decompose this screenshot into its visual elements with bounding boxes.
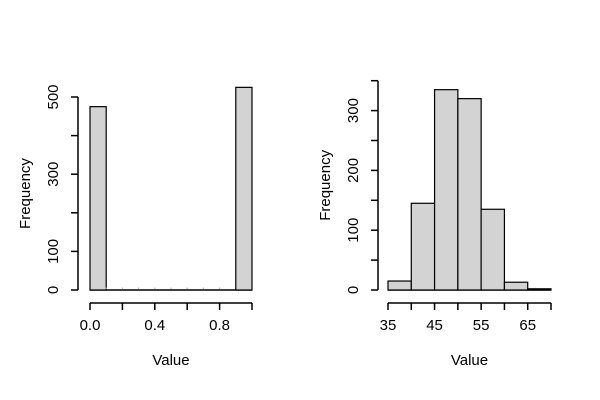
- histogram-panel-right: 0 100 200 300 35 45 55 65 Value Frequency: [317, 79, 552, 369]
- histogram-panel-left: 0 100 300 500 0.0 0.4 0.8 Value Frequency: [17, 84, 253, 369]
- x-tick-label: 0.8: [209, 317, 230, 334]
- y-axis-title: Frequency: [317, 149, 334, 220]
- y-tick-label: 200: [345, 158, 362, 183]
- histogram-bar: [527, 288, 552, 291]
- x-tick-label: 45: [426, 317, 443, 334]
- y-tick-label: 100: [45, 239, 62, 264]
- x-tick-label: 35: [380, 317, 397, 334]
- x-axis-title: Value: [152, 352, 189, 369]
- histogram-bar: [410, 202, 436, 291]
- y-tick-label: 300: [345, 98, 362, 123]
- histogram-bar: [433, 89, 459, 291]
- y-axis-title: Frequency: [17, 158, 34, 229]
- x-axis: 0.0 0.4 0.8: [80, 302, 253, 334]
- histogram-bar: [457, 98, 482, 291]
- histogram-bars: [387, 89, 552, 291]
- y-tick-label: 500: [45, 84, 62, 109]
- y-axis: 0 100 200 300: [345, 79, 379, 294]
- y-tick-label: 100: [345, 218, 362, 243]
- y-tick-label: 0: [345, 286, 362, 294]
- histogram-bar: [235, 86, 253, 291]
- histogram-bar: [89, 106, 107, 291]
- y-tick-label: 0: [45, 286, 62, 294]
- y-tick-label: 300: [45, 162, 62, 187]
- x-tick-label: 55: [473, 317, 490, 334]
- x-axis-title: Value: [451, 352, 488, 369]
- x-tick-label: 0.0: [80, 317, 101, 334]
- histogram-bar: [503, 281, 529, 291]
- histogram-bar: [480, 208, 506, 291]
- x-tick-label: 65: [519, 317, 536, 334]
- y-axis: 0 100 300 500: [45, 84, 79, 294]
- x-axis: 35 45 55 65: [380, 302, 552, 334]
- histogram-bar: [387, 280, 412, 291]
- x-tick-label: 0.4: [144, 317, 165, 334]
- histogram-bars: [89, 86, 253, 291]
